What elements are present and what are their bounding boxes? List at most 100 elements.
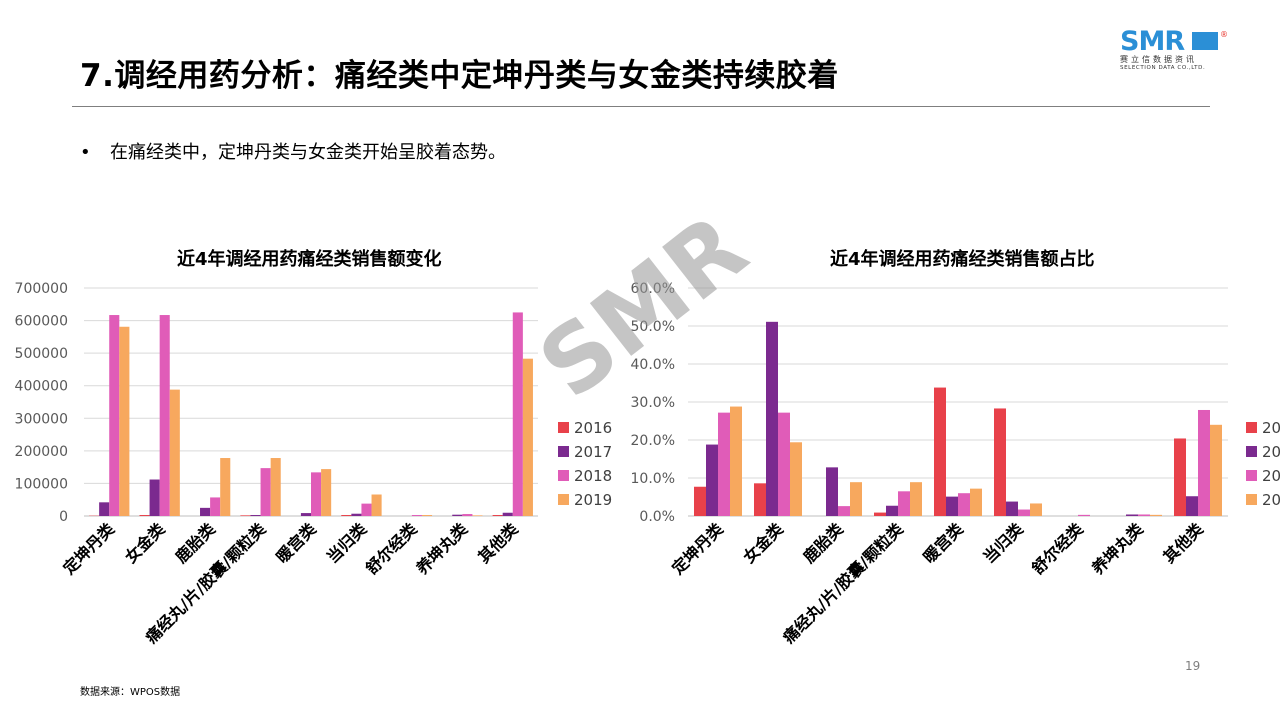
left-bar: [109, 315, 120, 516]
right-y-tick-label: 30.0%: [631, 395, 675, 411]
right-legend-swatch: [1246, 446, 1257, 457]
right-bar: [1018, 509, 1030, 516]
left-bar: [240, 515, 251, 516]
left-bar: [119, 326, 130, 516]
left-y-tick-label: 200000: [15, 444, 68, 460]
right-legend-swatch: [1246, 470, 1257, 481]
right-bar: [706, 444, 718, 516]
right-x-tick-label: 养坤丸类: [1087, 519, 1147, 579]
bullet-text: 在痛经类中，定坤丹类与女金类开始呈胶着态势。: [110, 142, 506, 163]
left-bar: [99, 502, 110, 516]
left-bar: [341, 515, 352, 516]
left-y-tick-label: 600000: [15, 314, 68, 330]
title-divider: [72, 106, 1210, 107]
right-bar: [874, 512, 886, 516]
right-y-tick-label: 20.0%: [631, 433, 675, 449]
left-bar: [260, 468, 271, 516]
bullet-symbol: •: [80, 142, 91, 163]
left-bar: [492, 515, 503, 516]
right-bar: [694, 486, 706, 516]
left-bar: [462, 514, 473, 516]
left-bar: [139, 515, 150, 516]
left-legend-swatch: [558, 446, 569, 457]
right-x-tick-label: 痛经丸/片/胶囊/颗粒类: [778, 519, 907, 648]
right-bar: [1030, 503, 1042, 516]
right-bar: [850, 482, 862, 516]
right-bar: [1150, 514, 1162, 516]
left-bar: [300, 513, 311, 516]
registered-mark: ®: [1220, 30, 1228, 39]
left-legend-swatch: [558, 470, 569, 481]
right-bar: [1174, 438, 1186, 516]
right-bar: [730, 406, 742, 516]
right-bar: [1126, 514, 1138, 516]
left-x-tick-label: 暖宫类: [272, 519, 320, 567]
left-bar: [220, 458, 231, 516]
right-legend-label: 20: [1262, 491, 1280, 509]
left-x-tick-label: 当归类: [323, 519, 371, 567]
right-bar: [898, 491, 910, 516]
right-x-tick-label: 当归类: [979, 519, 1027, 567]
left-bar: [361, 503, 372, 516]
right-legend-swatch: [1246, 422, 1257, 433]
right-bar: [994, 408, 1006, 516]
right-legend-label: 20: [1262, 467, 1280, 485]
right-x-tick-label: 女金类: [739, 519, 787, 567]
left-bar: [472, 515, 483, 516]
right-bar: [790, 442, 802, 516]
left-x-tick-label: 舒尔经类: [362, 519, 421, 578]
left-x-tick-label: 其他类: [474, 519, 522, 567]
right-bar: [1006, 501, 1018, 516]
left-legend-label: 2018: [574, 467, 612, 485]
right-y-tick-label: 10.0%: [631, 471, 675, 487]
right-x-tick-label: 其他类: [1159, 519, 1207, 567]
left-legend-label: 2016: [574, 419, 612, 437]
logo-wordmark: SMR: [1120, 26, 1185, 57]
left-y-tick-label: 700000: [15, 281, 68, 297]
right-bar: [754, 483, 766, 516]
left-bar: [371, 494, 382, 516]
right-y-tick-label: 60.0%: [631, 281, 675, 297]
right-bar: [1198, 409, 1210, 516]
right-x-tick-label: 暖宫类: [919, 519, 967, 567]
right-x-tick-label: 舒尔经类: [1028, 519, 1087, 578]
left-bar: [452, 514, 463, 516]
right-bar: [934, 387, 946, 516]
right-bar: [766, 321, 778, 516]
logo-accent-bar: [1192, 32, 1218, 50]
left-y-tick-label: 300000: [15, 411, 68, 427]
right-chart-title: 近4年调经用药痛经类销售额占比: [830, 249, 1095, 270]
right-bar: [838, 506, 850, 516]
left-bar: [149, 479, 160, 516]
right-legend-swatch: [1246, 494, 1257, 505]
left-legend-swatch: [558, 494, 569, 505]
right-bar: [958, 493, 970, 516]
page-number: 19: [1185, 659, 1201, 673]
left-bar: [270, 458, 281, 516]
right-legend-label: 20: [1262, 419, 1280, 437]
left-legend-swatch: [558, 422, 569, 433]
left-y-tick-label: 100000: [15, 476, 68, 492]
right-x-tick-label: 定坤丹类: [667, 519, 727, 579]
left-bar: [351, 513, 362, 516]
left-x-tick-label: 养坤丸类: [412, 519, 472, 579]
left-bar: [411, 515, 422, 516]
left-bar: [311, 472, 322, 516]
logo-english-name: SELECTION DATA CO.,LTD.: [1120, 65, 1206, 71]
right-bar: [1078, 514, 1090, 516]
left-y-tick-label: 0: [59, 509, 68, 525]
left-chart-title: 近4年调经用药痛经类销售额变化: [177, 249, 442, 270]
left-legend-label: 2019: [574, 491, 612, 509]
right-bar: [1210, 424, 1222, 516]
right-y-tick-label: 40.0%: [631, 357, 675, 373]
left-bar: [502, 512, 513, 516]
left-x-tick-label: 鹿胎类: [172, 519, 220, 567]
left-bar: [321, 469, 332, 516]
left-bar: [200, 507, 211, 516]
right-bar: [778, 412, 790, 516]
right-bar: [826, 467, 838, 516]
page-title: 7.调经用药分析：痛经类中定坤丹类与女金类持续胶着: [80, 58, 839, 94]
right-bar: [970, 488, 982, 516]
right-bar: [1186, 496, 1198, 516]
